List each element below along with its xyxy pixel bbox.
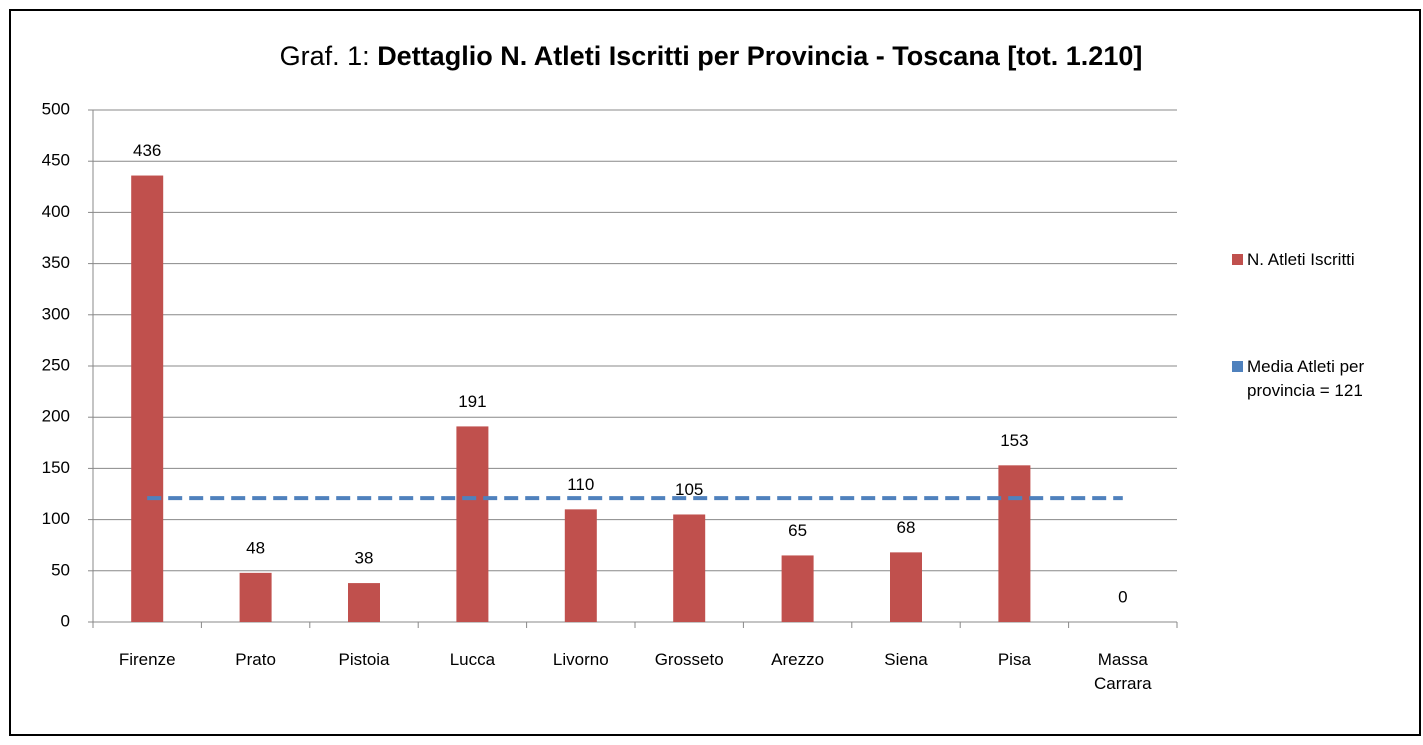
y-tick-label: 0 xyxy=(61,611,70,630)
bar xyxy=(564,509,597,622)
data-label: 65 xyxy=(788,521,807,540)
x-tick-label: Livorno xyxy=(552,650,609,669)
bar xyxy=(673,514,706,622)
data-label: 0 xyxy=(1118,587,1127,606)
bar xyxy=(781,555,814,622)
y-tick-label: 50 xyxy=(51,560,70,579)
legend-swatch xyxy=(1232,361,1243,372)
y-tick-label: 250 xyxy=(42,355,70,374)
x-tick-label: Lucca xyxy=(449,650,496,669)
title-main: Dettaglio N. Atleti Iscritti per Provinc… xyxy=(377,41,1142,71)
data-label: 105 xyxy=(675,480,703,499)
x-tick-label: Siena xyxy=(884,650,928,669)
legend-label: N. Atleti Iscritti xyxy=(1247,250,1355,269)
x-tick-label: Firenze xyxy=(118,650,176,669)
y-tick-label: 450 xyxy=(42,151,70,170)
x-tick-label: Pistoia xyxy=(338,650,390,669)
x-tick-label: Grosseto xyxy=(654,650,724,669)
legend-label: Media Atleti per provincia = 121 xyxy=(1247,357,1365,400)
data-label: 38 xyxy=(355,549,374,568)
bar xyxy=(998,465,1031,622)
y-tick-label: 200 xyxy=(42,407,70,426)
y-tick-label: 150 xyxy=(42,458,70,477)
data-label: 191 xyxy=(458,392,486,411)
y-tick-label: 350 xyxy=(42,253,70,272)
data-label: 436 xyxy=(133,141,161,160)
x-tick-label: Massa Carrara xyxy=(1093,650,1152,693)
bar xyxy=(131,175,164,622)
data-label: 48 xyxy=(246,538,265,557)
chart-frame xyxy=(9,9,1421,736)
x-tick-label: Pisa xyxy=(997,650,1031,669)
title-prefix: Graf. 1: xyxy=(280,41,370,71)
bar xyxy=(890,552,922,622)
chart-title: Graf. 1: Dettaglio N. Atleti Iscritti pe… xyxy=(280,41,1143,71)
data-label: 110 xyxy=(567,475,594,494)
legend-swatch xyxy=(1232,254,1243,265)
bar xyxy=(239,572,272,622)
y-tick-label: 400 xyxy=(42,202,70,221)
x-tick-label: Arezzo xyxy=(771,650,825,669)
y-tick-label: 500 xyxy=(42,99,70,118)
bar xyxy=(456,426,489,622)
bar xyxy=(348,583,380,622)
data-label: 153 xyxy=(1000,431,1028,450)
y-tick-label: 300 xyxy=(42,304,70,323)
x-tick-label: Prato xyxy=(235,650,276,669)
data-label: 68 xyxy=(897,518,916,537)
y-tick-label: 100 xyxy=(42,509,70,528)
